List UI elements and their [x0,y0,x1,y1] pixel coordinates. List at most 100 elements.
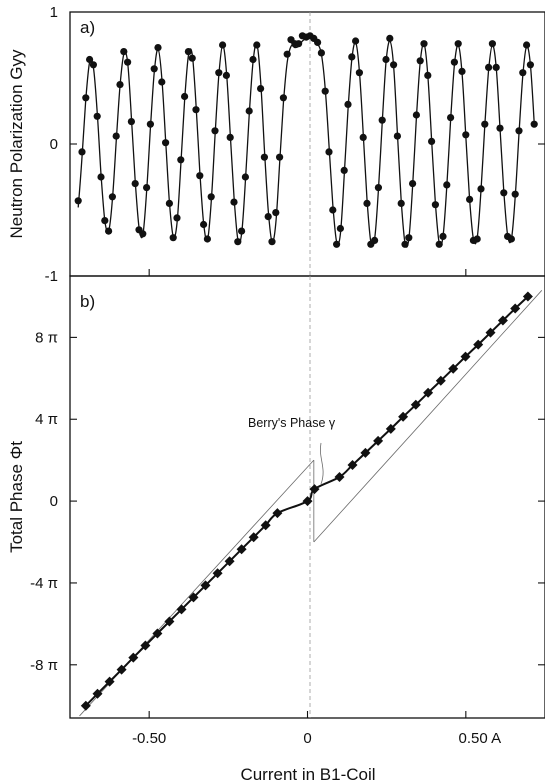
panel-b-xtick-label: 0 [303,730,311,747]
panel-b-point [347,460,358,470]
panel-a-point [450,58,458,66]
panel-b-point [236,544,247,555]
panel-a-point [162,139,170,147]
panel-a-point [257,85,265,93]
panel-a-point [523,41,531,49]
panel-b-point [410,399,421,410]
panel-a-point [238,227,246,235]
panel-a-point [485,63,493,71]
panel-a-point [314,38,322,47]
panel-a-point [86,55,94,64]
panel-a-point [352,37,360,45]
panel-b-point [522,291,533,302]
panel-a-point [325,148,333,156]
panel-a-point [431,201,439,209]
panel-a-point [348,53,356,61]
panel-a-point [219,41,227,49]
panel-a-point [260,153,268,161]
panel-a-point [526,61,535,69]
panel-a-ytick-label: 0 [50,136,58,153]
panel-a-points [74,32,538,248]
panel-a-point [105,227,113,235]
panel-b-guides [79,290,543,717]
panel-a-point [321,87,329,95]
panel-b-point [423,387,434,398]
panel-a-point [112,132,120,140]
panel-a-point [507,235,515,243]
panel-a-point [97,173,105,181]
panel-a-point [333,240,341,248]
panel-a-point [173,214,181,222]
panel-a-point [93,112,101,120]
panel-a-point [283,50,291,58]
guide-line-right [313,290,543,543]
panel-a-point [177,156,185,164]
panel-a-point [211,127,219,135]
panel-a-point [473,235,481,243]
panel-b-point [497,315,508,326]
panel-a-point [268,238,276,246]
panel-a-point [253,41,261,49]
panel-a-point [169,234,177,242]
panel-a-point [500,189,508,197]
panel-a-point [196,172,204,180]
panel-a-point [241,173,249,181]
panel-a-point [272,209,280,217]
panel-a-point [279,94,287,102]
panel-a-point [234,238,242,246]
panel-b-point [152,628,163,639]
panel-b-ytick-label: 8 π [35,329,58,346]
panel-a-fit-line [77,36,535,248]
panel-b-xlabel: Current in B1-Coil [240,765,375,784]
panel-a-point [420,40,428,48]
panel-a-point [458,67,466,75]
panel-a-point [124,58,132,66]
panel-a-point [382,55,390,64]
panel-a-ticks: 1 0 -1 [45,4,545,285]
panel-b-point [164,616,175,627]
panel-a-point [222,71,230,79]
panel-b-point [92,688,103,699]
panel-b: b) Total Phase Φt Current in B1-Coil 8 π… [7,275,545,784]
panel-a-ytick-label: 1 [50,4,58,21]
berry-phase-arrow [319,442,324,485]
panel-b-point [473,339,484,350]
panel-a-point [401,240,409,248]
panel-a-point [143,184,151,192]
panel-a-point [447,114,455,122]
panel-b-point [510,303,521,314]
panel-a-point [82,94,90,102]
panel-a-point [439,232,447,240]
panel-b-point [104,676,115,687]
panel-b-label: b) [80,292,95,311]
panel-a-point [409,180,417,188]
panel-a-label: a) [80,18,95,37]
panel-a-point [511,190,519,198]
panel-b-point [435,375,446,386]
panel-a-point [150,65,158,73]
panel-b-point [116,664,127,675]
panel-a-point [207,193,215,201]
panel-a-point [276,153,284,161]
panel-a-point [477,185,485,193]
panel-a-point [184,48,192,56]
panel-a-point [488,40,496,48]
panel-a-point [340,166,348,174]
panel-a-point [158,78,166,86]
panel-b-xtick-label: 0.50 A [459,730,502,747]
panel-a-ylabel: Neutron Polarization Gyy [7,49,26,238]
panel-a-ytick-label: -1 [45,268,58,285]
panel-a-point [200,220,208,229]
panel-a-point [203,235,211,243]
panel-a-point [116,81,124,89]
panel-b-point [140,640,151,651]
panel-a-point [530,120,538,128]
panel-a-point [454,40,462,48]
panel-a-point [329,206,337,214]
panel-a-point [359,133,367,141]
panel-a-point [424,71,432,79]
panel-a-point [405,234,413,242]
panel-b-point [448,363,459,374]
panel-a-point [363,199,371,207]
panel-b-point [224,556,235,567]
